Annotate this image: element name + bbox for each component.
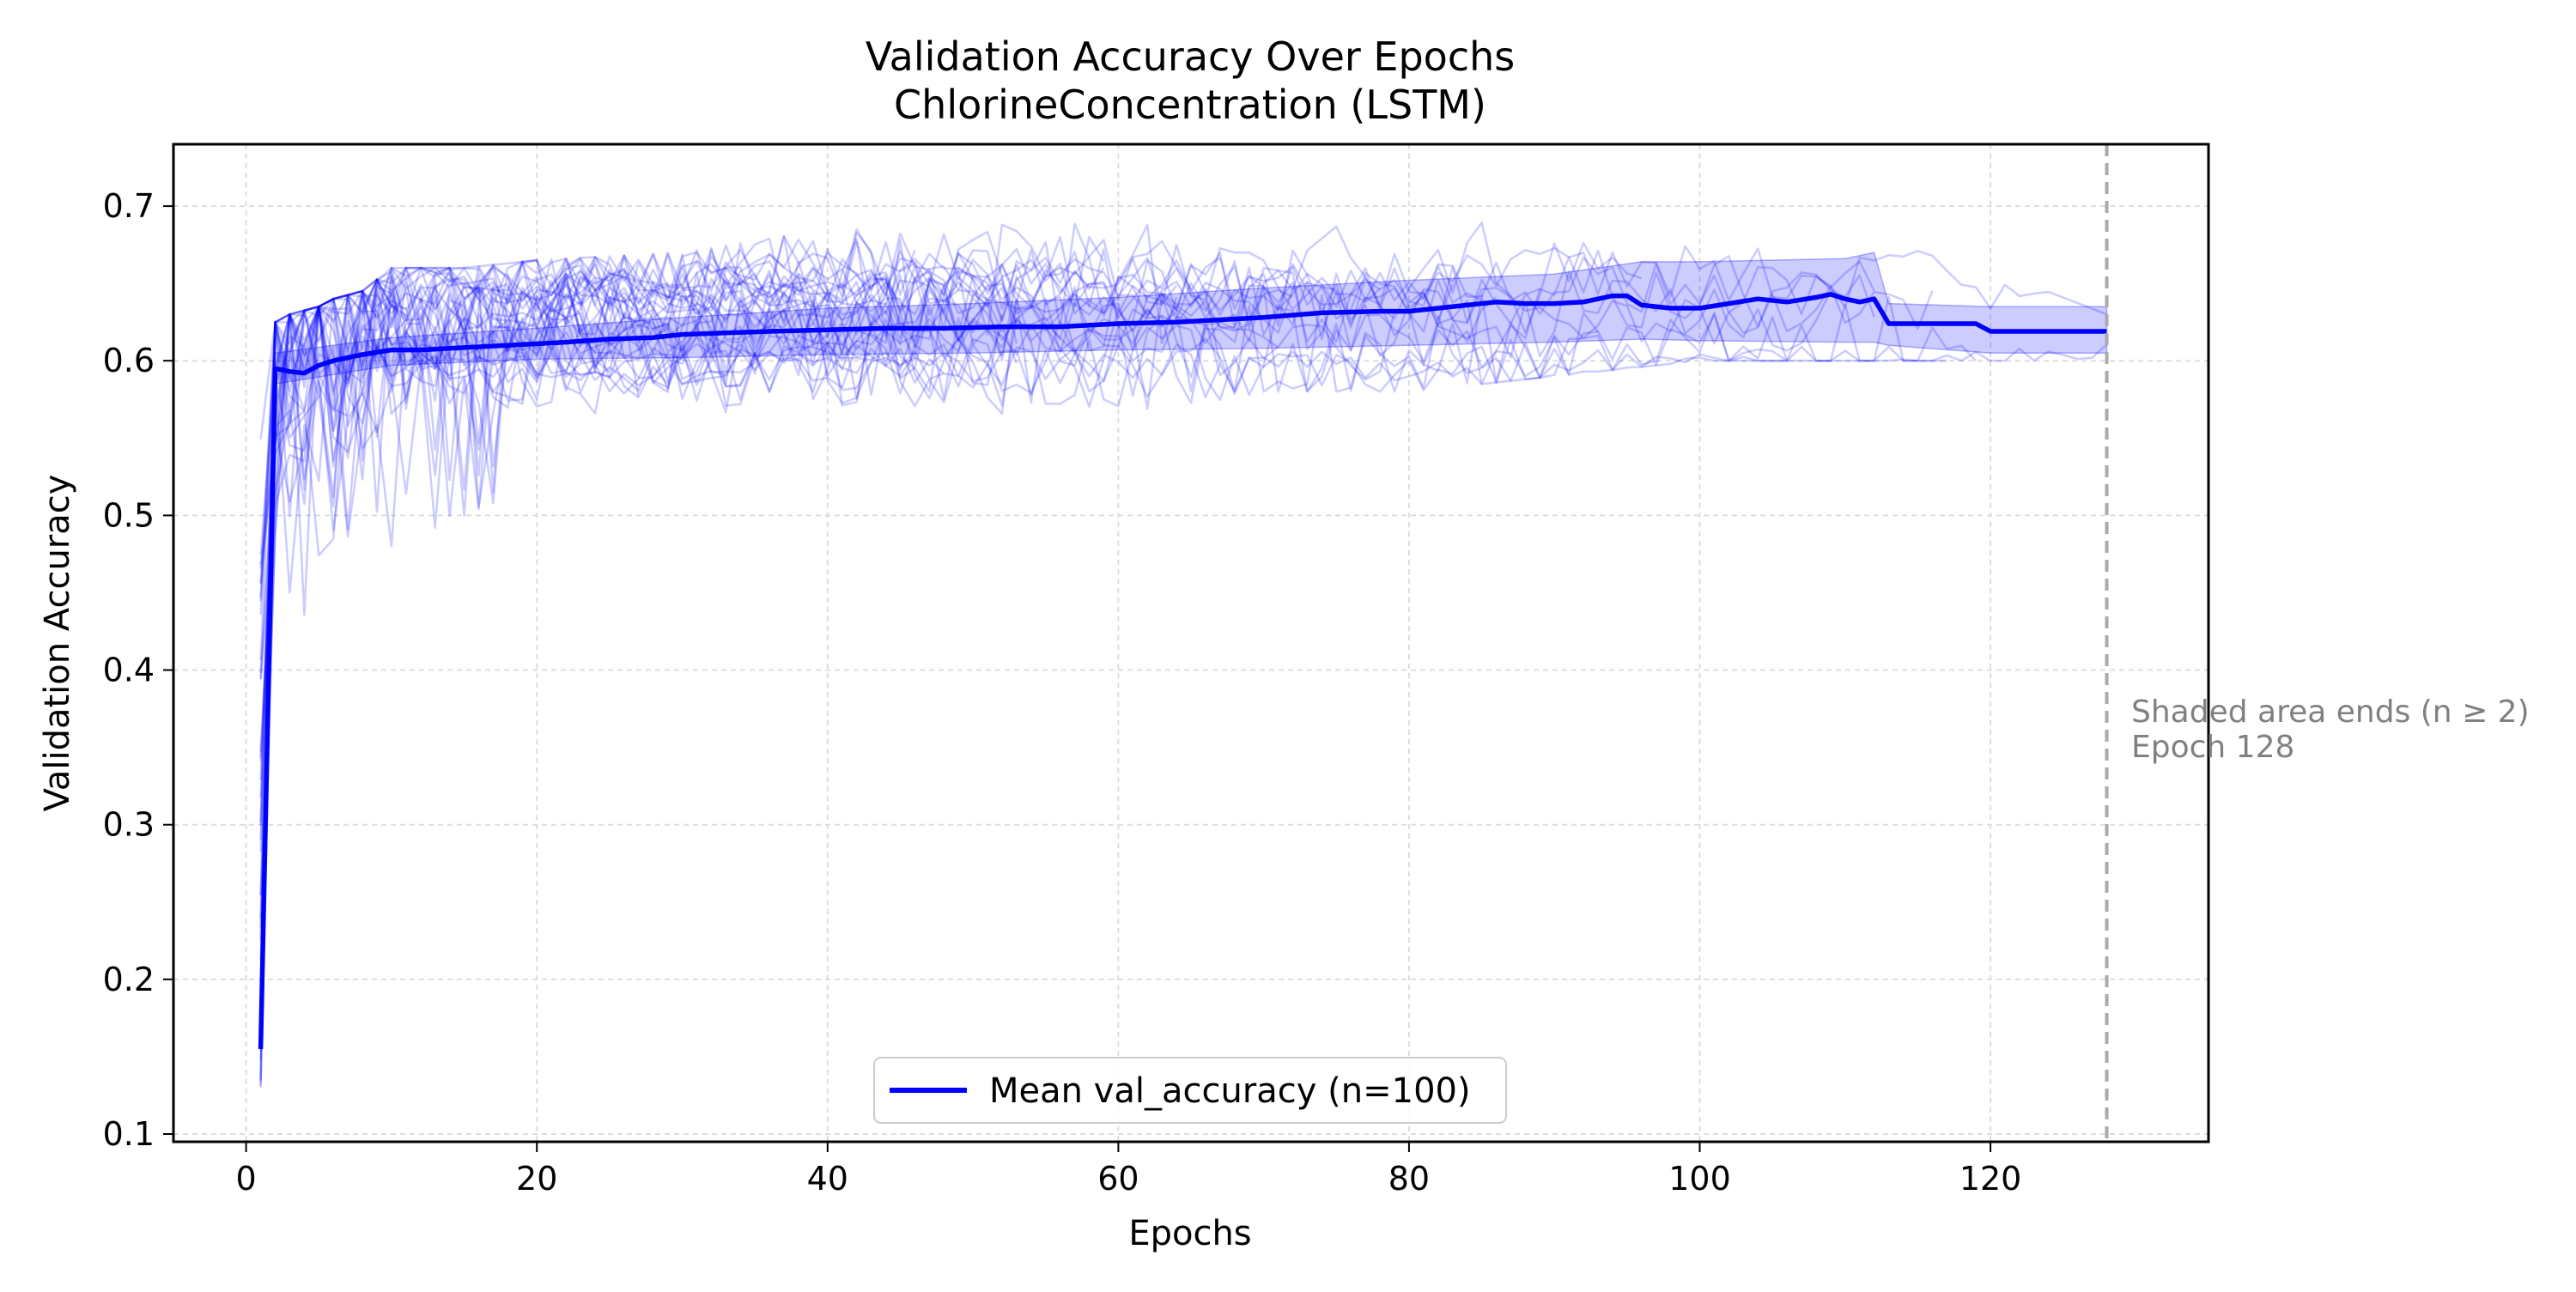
run-line [259,240,916,565]
individual-runs [259,221,2108,1088]
run-line [259,335,945,798]
x-tick-label: 60 [1097,1160,1139,1198]
x-axis-ticks: 0 20 40 60 80 100 120 [236,1142,2022,1198]
run-line [259,294,1018,895]
x-tick-label: 100 [1668,1160,1731,1198]
run-line [259,312,1279,602]
x-tick-label: 0 [236,1160,257,1198]
run-line [259,276,1222,615]
mean-line [258,292,2107,1049]
run-line [259,292,1789,584]
run-line [259,265,698,584]
x-tick-label: 40 [807,1160,848,1198]
run-line [259,276,771,896]
run-line [259,285,1004,780]
run-line [259,263,1483,1038]
chart-title: Validation Accuracy Over Epochs [866,33,1515,80]
annotation-line-2: Epoch 128 [2131,730,2294,765]
legend: Mean val_accuracy (n=100) [873,1057,1507,1124]
grid [173,144,2208,1142]
plot-frame [172,143,2210,1143]
run-line [259,270,625,761]
x-tick-label: 20 [516,1160,557,1198]
run-line [259,278,1977,822]
run-line [259,266,989,1051]
run-line [259,305,2108,758]
run-line [259,289,756,674]
mean-series [258,292,2107,1049]
legend-label: Mean val_accuracy (n=100) [989,1071,1471,1111]
legend-box [873,1057,1507,1124]
run-line [259,249,1105,961]
run-line [259,257,1875,1016]
run-line [259,230,1018,919]
run-line [259,273,843,482]
y-tick-label: 0.5 [103,496,155,534]
run-line [259,282,1541,1086]
run-line [259,222,1178,680]
run-line [259,266,1832,852]
annotation-line-1: Shaded area ends (n ≥ 2) [2131,695,2530,730]
run-line [259,266,1498,1080]
run-line [259,265,1294,597]
run-line [259,221,1643,555]
y-tick-label: 0.3 [103,806,155,844]
y-tick-label: 0.1 [103,1115,155,1153]
run-line [259,309,916,569]
chart-subtitle: ChlorineConcentration (LSTM) [894,82,1486,128]
x-tick-label: 120 [1959,1160,2022,1198]
y-tick-label: 0.7 [103,187,155,225]
run-line [259,281,1018,1060]
x-axis-label: Epochs [1128,1214,1251,1253]
run-line [259,304,872,928]
run-line [259,258,1454,1022]
y-tick-label: 0.2 [103,961,155,998]
x-tick-label: 80 [1388,1160,1430,1198]
run-line [259,243,2107,1088]
run-line [259,306,1599,1046]
run-line [259,248,1875,660]
y-tick-label: 0.6 [103,342,155,379]
run-line [259,285,640,679]
run-line [259,305,1947,752]
run-line [259,227,1105,940]
y-tick-label: 0.4 [103,652,155,689]
y-axis-label: Validation Accuracy [38,475,77,812]
y-axis-ticks: 0.1 0.2 0.3 0.4 0.5 0.6 0.7 [103,187,173,1153]
run-line [259,257,1178,1082]
